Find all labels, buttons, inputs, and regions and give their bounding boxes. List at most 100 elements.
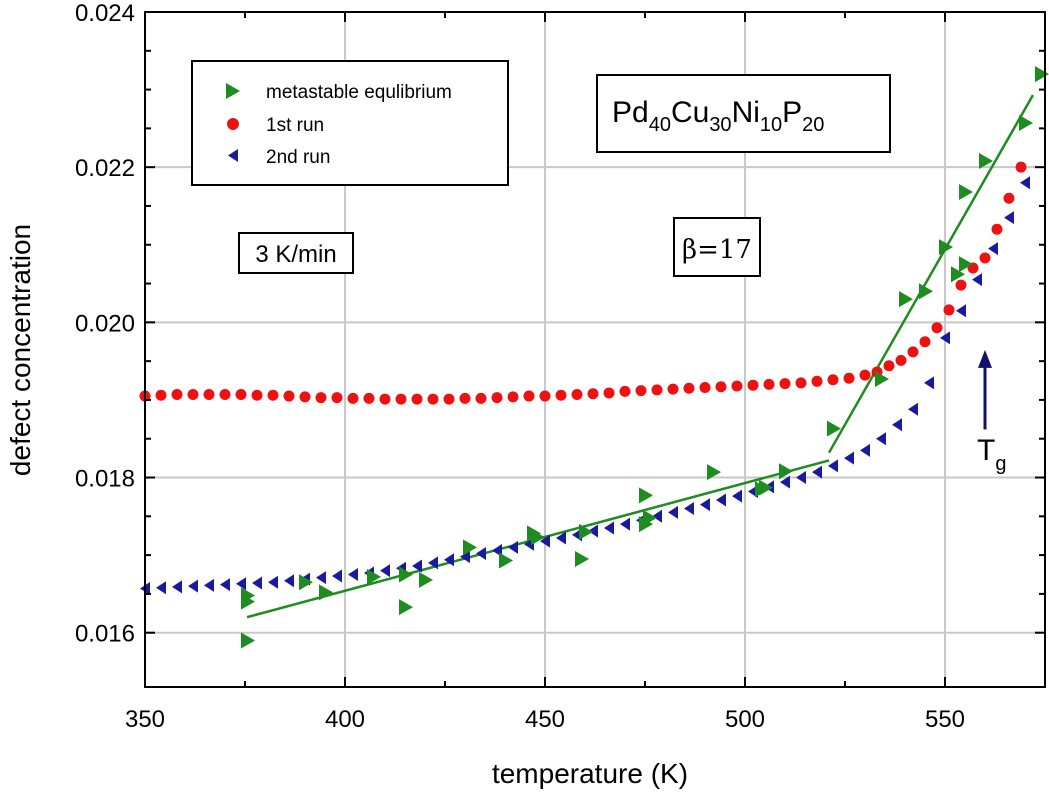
- legend: metastable equlibrium 1st run 2nd run: [191, 60, 509, 186]
- run2-point-42: [812, 465, 822, 479]
- metastable-point-25: [919, 283, 933, 300]
- run1-point-1: [155, 389, 167, 401]
- metastable-point-6: [399, 599, 413, 616]
- run2-point-46: [876, 432, 886, 446]
- tg-arrow: [978, 349, 992, 430]
- run2-point-11: [316, 571, 326, 585]
- run1-point-10: [299, 391, 311, 403]
- run2-point-2: [172, 580, 182, 594]
- metastable-point-9: [463, 539, 477, 556]
- formula-element: Cu: [671, 96, 709, 129]
- series-metastable: [241, 66, 1049, 649]
- y-tick-label-2: 0.020: [75, 310, 135, 337]
- run2-point-49: [924, 376, 934, 390]
- run2-point-30: [620, 517, 630, 531]
- y-tick-label-1: 0.018: [75, 466, 135, 493]
- legend-marker-2nd-run: [228, 149, 238, 162]
- run2-point-4: [204, 578, 214, 592]
- run1-point-28: [587, 388, 599, 400]
- y-tick-label-0: 0.016: [75, 621, 135, 648]
- formula-element: P: [782, 96, 802, 129]
- legend-label-metastable: metastable equlibrium: [266, 82, 452, 103]
- run1-point-24: [523, 390, 535, 402]
- tg-label-sub: g: [995, 453, 1006, 475]
- run2-point-32: [652, 509, 662, 523]
- formula-subscript: 40: [649, 114, 671, 136]
- legend-label-1st-run: 1st run: [266, 115, 324, 136]
- axis-ticks: [144, 11, 1046, 687]
- legend-label-2nd-run: 2nd run: [266, 147, 330, 168]
- run1-point-35: [699, 382, 711, 394]
- metastable-point-4: [319, 584, 333, 601]
- run1-point-5: [219, 389, 231, 400]
- run1-point-25: [539, 390, 551, 402]
- run1-point-37: [731, 380, 743, 392]
- run1-point-47: [883, 360, 895, 372]
- y-tick-labels: 0.016 0.018 0.020 0.022 0.024: [75, 0, 135, 648]
- run1-point-23: [507, 391, 519, 403]
- run2-point-9: [284, 574, 294, 588]
- run1-point-58: [1015, 161, 1027, 173]
- run1-point-34: [683, 382, 695, 394]
- metastable-point-3: [299, 574, 313, 591]
- x-tick-label-350: 350: [125, 706, 165, 733]
- run1-point-42: [811, 375, 823, 387]
- run2-point-34: [684, 502, 694, 516]
- run1-point-4: [203, 389, 215, 400]
- metastable-point-27: [951, 266, 965, 283]
- fit-line-2: [827, 94, 1035, 454]
- metastable-point-26: [939, 239, 953, 256]
- metastable-point-23: [875, 370, 889, 387]
- formula-subscript: 30: [709, 114, 731, 136]
- metastable-point-21: [779, 463, 793, 480]
- run2-point-6: [236, 577, 246, 591]
- metastable-point-17: [643, 509, 657, 526]
- run1-point-20: [459, 392, 471, 404]
- run1-point-22: [491, 392, 503, 404]
- run1-point-18: [427, 393, 439, 405]
- run1-point-55: [979, 252, 991, 264]
- run1-point-31: [635, 385, 647, 397]
- formula-box: [596, 74, 891, 153]
- run2-point-17: [412, 559, 422, 573]
- x-axis-title: temperature (K): [492, 758, 688, 789]
- run1-point-45: [859, 369, 871, 381]
- run1-point-13: [347, 392, 359, 404]
- x-tick-label-500: 500: [725, 706, 765, 733]
- series-1st-run: [139, 161, 1027, 405]
- run2-point-1: [156, 581, 166, 595]
- run1-point-57: [1003, 192, 1015, 204]
- tg-arrow-head: [978, 349, 992, 368]
- metastable-point-5: [367, 568, 381, 585]
- run1-point-3: [187, 389, 199, 400]
- run2-point-51: [956, 304, 966, 318]
- run1-point-21: [475, 392, 487, 404]
- run2-point-44: [844, 451, 854, 465]
- run2-point-41: [796, 471, 806, 485]
- tg-label-main: T: [977, 434, 995, 467]
- run1-point-51: [931, 322, 943, 334]
- run2-point-48: [908, 402, 918, 416]
- metastable-point-10: [499, 552, 513, 569]
- metastable-point-0: [241, 632, 255, 649]
- formula-element: Ni: [732, 96, 760, 129]
- metastable-point-14: [579, 523, 593, 540]
- metastable-point-7: [399, 566, 413, 583]
- run2-point-50: [940, 331, 950, 345]
- run1-point-17: [411, 393, 423, 405]
- run1-point-32: [651, 384, 663, 396]
- run1-point-40: [779, 378, 791, 390]
- run2-point-7: [252, 576, 262, 590]
- formula-subscript: 10: [760, 114, 782, 136]
- run2-point-5: [220, 578, 230, 592]
- rate-box: [238, 232, 354, 274]
- run2-point-40: [780, 475, 790, 489]
- metastable-point-18: [707, 464, 721, 481]
- run1-point-14: [363, 392, 375, 404]
- run2-point-13: [348, 568, 358, 581]
- run1-point-38: [747, 379, 759, 391]
- run2-point-25: [540, 534, 550, 548]
- metastable-point-32: [1035, 66, 1049, 83]
- run2-point-18: [428, 556, 438, 570]
